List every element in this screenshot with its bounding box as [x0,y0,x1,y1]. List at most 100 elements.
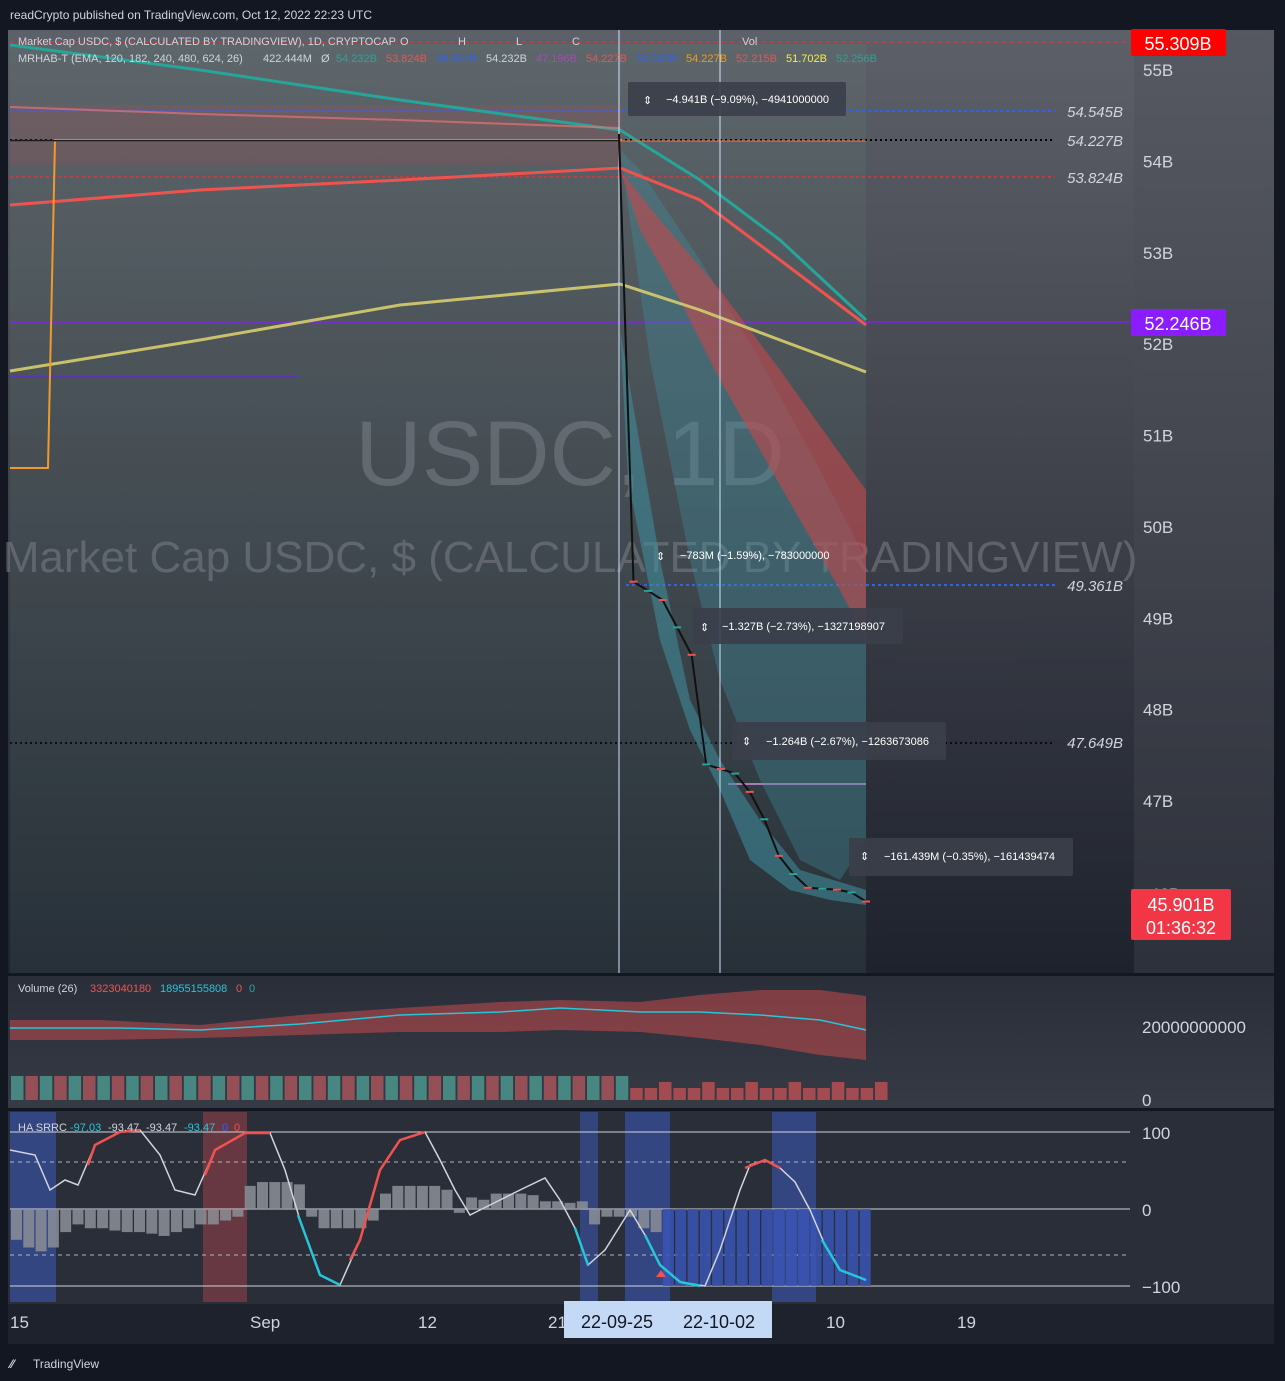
ha-bar [773,1209,785,1286]
price-axis[interactable]: 55B 54B 53B 52B 51B 50B 49B 48B 47B [1143,61,1173,811]
ha-bar [367,1209,379,1221]
volume-zero-1: 0 [236,983,242,995]
legend-ema-value: 49.361B [436,53,477,65]
legend[interactable]: Market Cap USDC, $ (CALCULATED BY TRADIN… [18,36,877,65]
volume-bar [183,1076,197,1100]
legend-ema-value1: 422.444M [263,53,312,65]
volume-bar [83,1076,96,1100]
ha-bar [146,1209,158,1234]
pane-separator-2[interactable] [8,1108,1274,1111]
volume-title: Volume (26) [18,983,77,995]
legend-ema-value: 53.824B [386,53,427,65]
volume-bar [356,1076,370,1100]
volume-bar [803,1088,816,1100]
ha-bar [712,1209,724,1286]
legend-ohlc-l: L [516,36,522,48]
volume-axis-tick-high: 20000000000 [1142,1018,1246,1037]
ha-bar [847,1209,859,1286]
left-red-band [10,105,622,165]
ha-blue-zone [625,1112,670,1302]
measure-icon: ⇕ [656,551,665,563]
volume-bar [788,1082,802,1100]
ha-bar [724,1209,736,1286]
watermark-name: Market Cap USDC, $ (CALCULATED BY TRADIN… [3,533,1137,582]
legend-ema-value: 54.227B [686,53,727,65]
volume-bar [759,1088,773,1100]
legend-ema-value: 54.545B [636,53,677,65]
ha-bar [257,1182,268,1209]
volume-bar [443,1076,456,1100]
measure-box-2[interactable]: ⇕ −783M (−1.59%), −783000000 [656,550,830,563]
crosshair-date-range [564,1301,772,1338]
ha-histogram[interactable] [11,1182,871,1286]
ha-bar [675,1209,687,1286]
legend-ema-symbol: Ø [321,53,330,65]
ha-bar [244,1185,256,1209]
measure-icon: ⇕ [700,622,709,634]
ha-bar [109,1209,121,1231]
ha-bar [798,1209,810,1286]
ha-bar [23,1209,35,1248]
legend-ema-values: 54.232B 53.824B 49.361B 54.232B 47.196B 54.22… [336,53,877,65]
measure-box-4[interactable]: ⇕ −1.264B (−2.67%), −1263673086 [732,722,946,760]
purple-price-badge-text: 52.246B [1144,314,1211,334]
ha-bar [749,1209,760,1286]
ha-bar [158,1209,170,1236]
volume-bar [169,1076,182,1100]
volume-axis-tick-zero: 0 [1142,1091,1151,1110]
measure-box-3[interactable]: ⇕ −1.327B (−2.73%), −1327198907 [693,608,903,644]
volume-bar [875,1082,888,1100]
volume-bar [68,1076,82,1100]
price-axis-bg [1134,30,1274,973]
legend-ema-value: 52.215B [736,53,777,65]
ha-title: HA SRRC [18,1122,67,1134]
volume-bar [140,1076,154,1100]
level-label-53824: 53.824B [1067,170,1123,187]
ha-bar [650,1209,662,1233]
measure-icon: ⇕ [643,95,652,107]
countdown-timer: 01:36:32 [1146,918,1216,938]
teal-cloud [620,150,866,880]
ha-bar [72,1209,84,1225]
volume-bar [327,1076,341,1100]
ha-bar [859,1209,871,1286]
price-series[interactable] [10,133,870,903]
ha-red-zone [203,1112,247,1302]
pane-separator[interactable] [8,973,1274,976]
measure-text-3: −1.327B (−2.73%), −1327198907 [722,621,885,633]
legend-main: Market Cap USDC, $ (CALCULATED BY TRADIN… [18,36,396,48]
top-price-badge-text: 55.309B [1144,34,1211,54]
ha-bar [318,1209,330,1229]
footer-brand[interactable]: TradingView [33,1357,99,1371]
measure-box-1[interactable]: ⇕ −4.941B (−9.09%), −4941000000 [628,82,846,116]
volume-bar [313,1076,326,1100]
volume-bar [673,1088,686,1100]
ha-bar [195,1209,207,1225]
volume-bar [572,1076,586,1100]
ha-bar [613,1209,625,1217]
ha-bar [822,1209,834,1286]
ha-bar [84,1209,96,1229]
ha-bar [785,1209,797,1286]
ha-value: -93.47 [146,1122,177,1134]
publish-line: readCrypto published on TradingView.com,… [10,8,372,22]
volume-bar [486,1076,499,1100]
volume-bar [601,1076,614,1100]
ha-bar [564,1202,576,1209]
volume-bars[interactable] [11,1076,888,1100]
measure-text-2: −783M (−1.59%), −783000000 [680,550,830,562]
volume-bar [558,1076,571,1100]
legend-ema-value: 52.256B [836,53,877,65]
volume-bar [846,1088,859,1100]
time-tick-10: 10 [826,1313,845,1332]
ha-bar [269,1182,281,1209]
ha-bar [503,1193,514,1209]
price-tick: 47B [1143,792,1173,811]
measure-box-5[interactable]: ⇕ −161.439M (−0.35%), −161439474 [849,838,1073,876]
ha-bar [183,1209,195,1229]
ha-value: -93.47 [108,1122,139,1134]
ha-bar [441,1189,453,1209]
volume-bar [241,1076,254,1100]
ha-value: 0 [222,1122,228,1134]
